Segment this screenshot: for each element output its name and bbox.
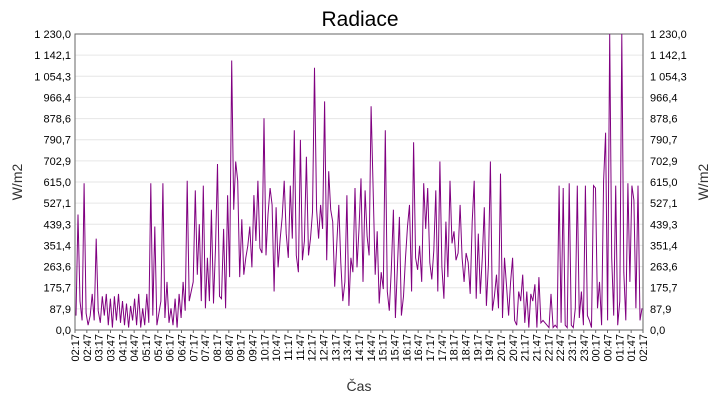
x-tick-label: 22:17 <box>543 334 555 362</box>
y-tick-label-right: 878,6 <box>650 114 678 126</box>
x-axis-ticks: 02:17 02:47 03:17 03:47 04:17 04:47 05:17 05:47… <box>70 330 650 362</box>
y-tick-label-left: 878,6 <box>43 114 71 126</box>
x-tick-label: 06:47 <box>177 334 189 362</box>
x-tick-label: 09:17 <box>236 334 248 362</box>
y-tick-label-right: 527,1 <box>650 198 678 210</box>
y-tick-label-left: 1 054,3 <box>34 71 71 83</box>
x-tick-label: 20:17 <box>496 334 508 362</box>
x-tick-label: 13:17 <box>330 334 342 362</box>
y-tick-label-left: 1 230,0 <box>34 29 71 41</box>
y-tick-label-left: 966,4 <box>43 92 71 104</box>
y-tick-label-left: 702,9 <box>43 156 71 168</box>
y-tick-label-left: 351,4 <box>43 240 71 252</box>
x-tick-label: 08:17 <box>212 334 224 362</box>
x-tick-label: 18:17 <box>449 334 461 362</box>
y-tick-label-left: 439,3 <box>43 219 71 231</box>
x-tick-label: 04:47 <box>129 334 141 362</box>
x-tick-label: 10:17 <box>259 334 271 362</box>
radiation-series-line <box>75 33 643 329</box>
x-tick-label: 05:47 <box>153 334 165 362</box>
x-tick-label: 19:17 <box>472 334 484 362</box>
x-tick-label: 07:47 <box>200 334 212 362</box>
y-tick-label-right: 702,9 <box>650 156 678 168</box>
x-tick-label: 12:17 <box>307 334 319 362</box>
x-tick-label: 11:47 <box>295 334 307 361</box>
y-tick-label-right: 966,4 <box>650 92 678 104</box>
y-tick-label-right: 439,3 <box>650 219 678 231</box>
x-tick-label: 23:17 <box>567 334 579 362</box>
x-tick-label: 15:17 <box>378 334 390 362</box>
x-tick-label: 18:47 <box>461 334 473 362</box>
x-tick-label: 14:17 <box>354 334 366 362</box>
y-tick-label-right: 87,9 <box>650 304 671 316</box>
y-axis-label-right: W/m2 <box>695 164 711 201</box>
x-tick-label: 20:47 <box>508 334 520 362</box>
x-axis-label: Čas <box>347 378 372 394</box>
x-tick-label: 11:17 <box>283 334 295 361</box>
y-tick-label-right: 0,0 <box>650 325 665 337</box>
y-tick-label-right: 1 054,3 <box>650 71 687 83</box>
x-tick-label: 00:47 <box>603 334 615 362</box>
x-tick-label: 23:47 <box>579 334 591 362</box>
x-tick-label: 12:47 <box>319 334 331 362</box>
x-tick-label: 15:47 <box>390 334 402 362</box>
x-tick-label: 17:47 <box>437 334 449 362</box>
y-tick-label-right: 1 142,1 <box>650 50 687 62</box>
x-tick-label: 09:47 <box>248 334 260 362</box>
y-tick-label-left: 1 142,1 <box>34 50 71 62</box>
x-tick-label: 00:17 <box>591 334 603 362</box>
x-tick-label: 03:47 <box>106 334 118 362</box>
x-tick-label: 13:47 <box>342 334 354 362</box>
y-tick-label-left: 87,9 <box>50 304 71 316</box>
y-tick-label-right: 1 230,0 <box>650 29 687 41</box>
y-tick-label-right: 790,7 <box>650 135 678 147</box>
chart-title: Radiace <box>321 8 398 31</box>
x-tick-label: 14:47 <box>366 334 378 362</box>
y-tick-label-right: 175,7 <box>650 283 678 295</box>
x-tick-label: 04:17 <box>117 334 129 362</box>
x-tick-label: 21:17 <box>520 334 532 362</box>
x-tick-label: 05:17 <box>141 334 153 362</box>
x-tick-label: 17:17 <box>425 334 437 362</box>
x-tick-label: 03:17 <box>94 334 106 362</box>
plot-frame <box>74 33 644 331</box>
y-axis-right-ticks: 0,0 87,9 175,7 263,6 351,4 439,3 527,1 615,0 702… <box>650 29 687 337</box>
x-tick-label: 16:47 <box>413 334 425 362</box>
y-axis-left-ticks: 0,0 87,9 175,7 263,6 351,4 439,3 527,1 615,0 702… <box>34 29 71 337</box>
x-tick-label: 02:17 <box>638 334 650 362</box>
y-tick-label-left: 263,6 <box>43 262 71 274</box>
y-tick-label-left: 527,1 <box>43 198 71 210</box>
y-tick-label-right: 263,6 <box>650 262 678 274</box>
y-tick-label-left: 615,0 <box>43 177 71 189</box>
y-tick-label-left: 790,7 <box>43 135 71 147</box>
x-tick-label: 06:17 <box>165 334 177 362</box>
x-tick-label: 22:47 <box>555 334 567 362</box>
x-tick-label: 16:17 <box>401 334 413 362</box>
x-tick-label: 21:47 <box>532 334 544 362</box>
y-axis-label-left: W/m2 <box>9 164 25 201</box>
x-tick-label: 07:17 <box>188 334 200 362</box>
x-tick-label: 02:47 <box>82 334 94 362</box>
x-tick-label: 19:47 <box>484 334 496 362</box>
x-tick-label: 08:47 <box>224 334 236 362</box>
y-tick-label-left: 175,7 <box>43 283 71 295</box>
x-tick-label: 10:47 <box>271 334 283 362</box>
y-tick-label-left: 0,0 <box>56 325 71 337</box>
y-tick-label-right: 351,4 <box>650 240 678 252</box>
x-tick-label: 01:47 <box>626 334 638 362</box>
y-tick-label-right: 615,0 <box>650 177 678 189</box>
x-tick-label: 02:17 <box>70 334 82 362</box>
x-tick-label: 01:17 <box>614 334 626 362</box>
